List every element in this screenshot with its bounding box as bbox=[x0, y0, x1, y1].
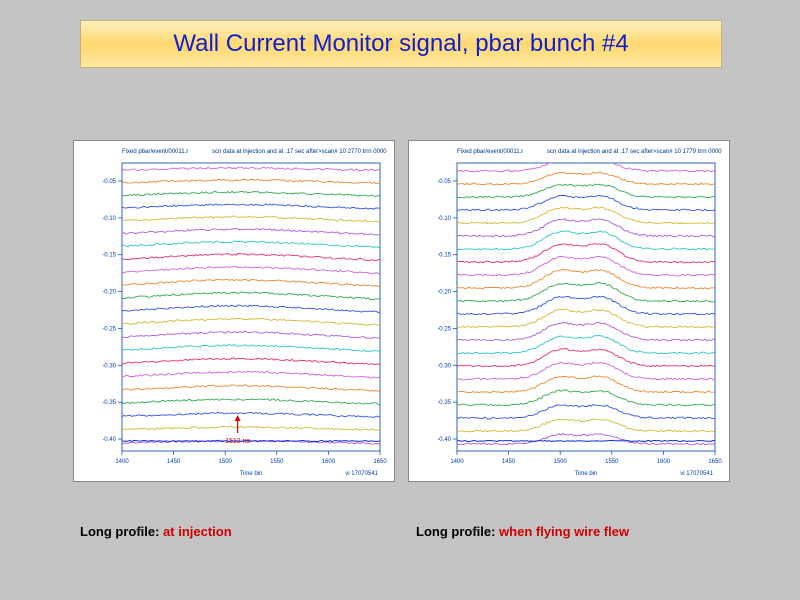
svg-text:1512 ns: 1512 ns bbox=[225, 438, 250, 445]
svg-text:-0.35: -0.35 bbox=[102, 400, 116, 406]
svg-text:-0.10: -0.10 bbox=[102, 216, 116, 222]
svg-text:1500: 1500 bbox=[554, 459, 568, 465]
chart-svg-left: Fixed pbar/event/00011.r scn data at inje… bbox=[74, 141, 394, 481]
svg-text:1450: 1450 bbox=[502, 459, 516, 465]
svg-text:1550: 1550 bbox=[605, 459, 619, 465]
svg-text:Time bin: Time bin bbox=[240, 471, 263, 477]
svg-text:1400: 1400 bbox=[450, 459, 464, 465]
chart-panel-flyingwire: Fixed pbar/event/00011.r scn data at inje… bbox=[408, 140, 730, 482]
svg-text:-0.20: -0.20 bbox=[437, 290, 451, 296]
svg-text:Fixed pbar/event/00011.r: Fixed pbar/event/00011.r bbox=[457, 149, 523, 155]
caption-left-highlight: at injection bbox=[163, 524, 232, 539]
svg-text:-0.20: -0.20 bbox=[102, 290, 116, 296]
caption-left-prefix: Long profile: bbox=[80, 524, 163, 539]
chart-svg-right: Fixed pbar/event/00011.r scn data at inje… bbox=[409, 141, 729, 481]
svg-text:-0.30: -0.30 bbox=[102, 363, 116, 369]
title-banner: Wall Current Monitor signal, pbar bunch … bbox=[80, 20, 722, 68]
svg-text:1450: 1450 bbox=[167, 459, 181, 465]
svg-text:-0.25: -0.25 bbox=[102, 326, 116, 332]
svg-text:-0.05: -0.05 bbox=[102, 179, 116, 185]
svg-text:Time bin: Time bin bbox=[575, 471, 598, 477]
svg-text:1400: 1400 bbox=[115, 459, 129, 465]
svg-text:-0.15: -0.15 bbox=[102, 253, 116, 259]
svg-text:-0.30: -0.30 bbox=[437, 363, 451, 369]
svg-text:-0.10: -0.10 bbox=[437, 216, 451, 222]
svg-text:vi 17070541: vi 17070541 bbox=[345, 471, 378, 477]
svg-text:-0.40: -0.40 bbox=[437, 437, 451, 443]
svg-text:1550: 1550 bbox=[270, 459, 284, 465]
svg-text:-0.05: -0.05 bbox=[437, 179, 451, 185]
svg-text:-0.40: -0.40 bbox=[102, 437, 116, 443]
caption-right-highlight: when flying wire flew bbox=[499, 524, 629, 539]
title-text: Wall Current Monitor signal, pbar bunch … bbox=[173, 30, 628, 58]
svg-text:1650: 1650 bbox=[373, 459, 387, 465]
caption-right-prefix: Long profile: bbox=[416, 524, 499, 539]
svg-text:-0.35: -0.35 bbox=[437, 400, 451, 406]
svg-text:1600: 1600 bbox=[322, 459, 336, 465]
svg-text:vi 17070541: vi 17070541 bbox=[680, 471, 713, 477]
svg-text:1650: 1650 bbox=[708, 459, 722, 465]
svg-text:scn data at injection and at .: scn data at injection and at .17 sec aft… bbox=[547, 149, 722, 155]
svg-text:1500: 1500 bbox=[219, 459, 233, 465]
svg-text:-0.25: -0.25 bbox=[437, 326, 451, 332]
caption-right: Long profile: when flying wire flew bbox=[416, 524, 629, 539]
svg-text:1600: 1600 bbox=[657, 459, 671, 465]
svg-text:scn data at injection and at .: scn data at injection and at .17 sec aft… bbox=[212, 149, 387, 155]
chart-panel-injection: Fixed pbar/event/00011.r scn data at inje… bbox=[73, 140, 395, 482]
caption-left: Long profile: at injection bbox=[80, 524, 232, 539]
svg-text:Fixed pbar/event/00011.r: Fixed pbar/event/00011.r bbox=[122, 149, 188, 155]
svg-text:-0.15: -0.15 bbox=[437, 253, 451, 259]
